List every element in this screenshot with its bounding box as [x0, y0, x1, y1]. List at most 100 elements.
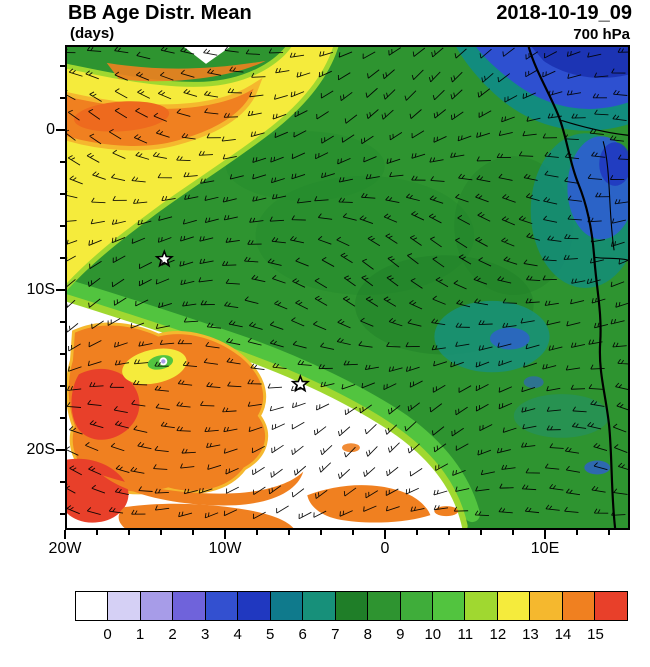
fringe-inner-green [67, 280, 481, 523]
x-axis-label: 10W [208, 540, 242, 557]
wind-barbs-svg [67, 47, 628, 520]
white-top-notch [184, 47, 230, 64]
axis-tick [128, 530, 130, 535]
colorbar-label: 0 [103, 626, 112, 643]
colorbar-cell-10 [399, 591, 434, 621]
colorbar-label: 7 [331, 626, 340, 643]
axis-tick [56, 449, 65, 451]
colorbar-cell-4 [204, 591, 239, 621]
colorbar-cell-11 [431, 591, 466, 621]
y-axis-label: 10S [26, 281, 55, 298]
axis-tick [60, 65, 65, 67]
axis-tick [544, 530, 546, 539]
axis-tick [384, 530, 386, 539]
x-axis-label: 20W [48, 540, 82, 557]
southeast-teal-streak [513, 394, 610, 438]
colorbar-cell-7 [302, 591, 337, 621]
colorbar-label: 5 [266, 626, 275, 643]
colorbar-label: 14 [554, 626, 572, 643]
axis-tick [608, 530, 610, 535]
dark-green-patch-1 [255, 175, 475, 295]
plot-title: BB Age Distr. Mean [68, 2, 252, 24]
bottom-orange-strip [118, 503, 294, 528]
wind-barbs-path [67, 47, 628, 520]
colorbar [75, 591, 629, 621]
axis-tick [160, 530, 162, 535]
axis-tick [192, 530, 194, 535]
pressure-level-label: 700 hPa [573, 26, 630, 43]
bottom-orange-streak [307, 485, 431, 523]
contour-field-svg [67, 47, 628, 528]
coastline [527, 47, 617, 528]
orange-crescent [102, 471, 304, 506]
axis-tick [576, 530, 578, 535]
colorbar-label: 10 [424, 626, 442, 643]
axis-tick [480, 530, 482, 535]
colorbar-label: 2 [168, 626, 177, 643]
axis-tick [60, 385, 65, 387]
colorbar-label: 8 [363, 626, 372, 643]
axis-tick [60, 97, 65, 99]
country-border-2 [602, 141, 615, 251]
axis-tick [224, 530, 226, 539]
star-shape [290, 374, 311, 393]
colorbar-label: 6 [298, 626, 307, 643]
star-marker-1 [154, 249, 174, 268]
small-orange-dot [342, 443, 360, 453]
colorbar-cell-12 [464, 591, 499, 621]
y-axis-label: 0 [46, 121, 55, 138]
country-border-1 [561, 119, 628, 136]
aged-smoke-red-core [71, 368, 140, 440]
colorbar-label: 13 [522, 626, 539, 643]
colorbar-cell-0 [75, 591, 109, 621]
axis-tick [60, 417, 65, 419]
blob-inner-lavender-dot [161, 359, 166, 364]
map-panel [65, 45, 630, 530]
axis-tick [448, 530, 450, 535]
colorbar-cell-15 [561, 591, 596, 621]
units-label: (days) [70, 25, 115, 42]
axis-tick [60, 353, 65, 355]
axis-tick [60, 481, 65, 483]
x-axis-label: 0 [380, 540, 390, 557]
aged-smoke-blob [68, 325, 266, 492]
colorbar-cell-13 [496, 591, 531, 621]
southeast-blue-spot-2 [523, 376, 544, 389]
colorbar-label: 15 [587, 626, 604, 643]
axis-tick [60, 257, 65, 259]
coastal-navy-spot [599, 142, 628, 186]
colorbar-label: 4 [233, 626, 242, 643]
colorbar-cell-14 [529, 591, 564, 621]
axis-tick [60, 513, 65, 515]
country-border-3 [594, 256, 628, 261]
y-axis-label: 20S [26, 441, 55, 458]
axis-tick [288, 530, 290, 535]
central-blue-spot [489, 327, 530, 350]
colorbar-cell-6 [269, 591, 304, 621]
axis-tick [56, 289, 65, 291]
topright-navy-core [531, 47, 628, 78]
dark-green-patch-3 [225, 131, 385, 201]
colorbar-label: 12 [489, 626, 507, 643]
axis-tick [56, 129, 65, 131]
axis-tick [96, 530, 98, 535]
colorbar-label: 1 [135, 626, 145, 643]
axis-tick [60, 161, 65, 163]
colorbar-cell-16 [594, 591, 629, 621]
colorbar-label: 9 [396, 626, 405, 643]
colorbar-cell-9 [367, 591, 401, 621]
star-marker-2 [290, 374, 311, 393]
axis-tick [60, 225, 65, 227]
x-axis-label: 10E [530, 540, 560, 557]
star-shape [154, 249, 174, 268]
axis-tick [512, 530, 514, 535]
colorbar-cell-3 [172, 591, 207, 621]
axis-tick [64, 530, 66, 539]
orange-streak-top [106, 60, 266, 82]
colorbar-cell-8 [334, 591, 369, 621]
colorbar-cell-2 [139, 591, 174, 621]
colorbar-label: 11 [457, 626, 474, 643]
axis-tick [60, 321, 65, 323]
deep-orange-core [74, 101, 170, 132]
